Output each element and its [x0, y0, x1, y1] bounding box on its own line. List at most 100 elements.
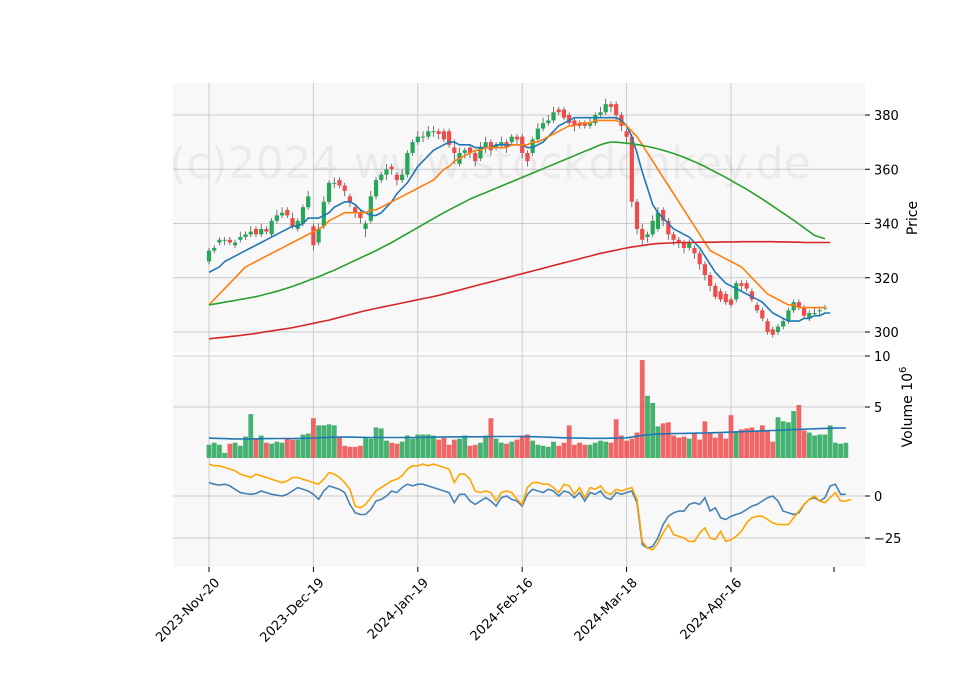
volume-bar — [754, 431, 760, 458]
volume-bar — [639, 360, 645, 458]
candle-body — [222, 239, 227, 241]
candle-body — [478, 147, 483, 159]
candle-body — [697, 253, 702, 265]
volume-bar — [786, 422, 791, 458]
candle-body — [420, 136, 426, 138]
volume-axis-title: Volume 106 — [898, 367, 916, 448]
volume-bar — [331, 425, 337, 458]
volume-bar — [822, 434, 828, 458]
volume-bar — [530, 440, 536, 458]
volume-bar — [504, 443, 509, 458]
volume-bar — [514, 439, 520, 458]
candle-body — [394, 174, 400, 181]
indicator-lines — [208, 463, 852, 551]
volume-bar — [739, 429, 744, 458]
volume-bar — [363, 437, 368, 458]
candle-body — [509, 136, 514, 143]
candle-body — [781, 321, 786, 327]
candle-body — [708, 275, 713, 286]
candle-body — [384, 169, 389, 175]
volume-bar — [676, 437, 682, 458]
candle-body — [347, 196, 353, 202]
candle-body — [243, 234, 248, 238]
volume-bar — [660, 423, 666, 458]
candle-body — [410, 142, 415, 153]
volume-bar — [290, 439, 295, 458]
volume-bar — [264, 442, 269, 458]
candle-body — [316, 228, 321, 243]
candle-body — [572, 120, 577, 126]
volume-bar — [525, 434, 530, 458]
volume-bar — [373, 427, 379, 458]
candle-body — [692, 247, 697, 254]
volume-bar — [352, 446, 358, 458]
candle-body — [332, 182, 337, 184]
candle-body — [749, 291, 754, 300]
candle-body — [400, 174, 405, 181]
volume-bar — [817, 434, 823, 458]
price-tick-label: 320 — [874, 272, 899, 287]
volume-bars — [206, 360, 849, 458]
volume-average-line — [208, 427, 846, 440]
volume-bar — [718, 433, 723, 458]
indicator-line — [208, 463, 852, 551]
price-tick-label: 380 — [874, 109, 899, 124]
volume-bar — [248, 414, 254, 458]
volume-bar — [697, 439, 703, 458]
volume-bar — [253, 438, 259, 458]
volume-axis-exponent: 6 — [898, 367, 909, 373]
volume-bar — [843, 442, 849, 458]
volume-bar — [457, 438, 462, 458]
candle-body — [718, 291, 723, 300]
volume-bar — [316, 425, 322, 458]
candle-body — [499, 142, 504, 145]
volume-bar — [488, 418, 494, 458]
candle-body — [687, 242, 692, 248]
volume-bar — [598, 440, 603, 458]
candle-body — [206, 250, 212, 262]
volume-bar — [577, 442, 583, 458]
candle-body — [812, 313, 817, 315]
volume-bar — [556, 445, 562, 458]
candle-body — [212, 247, 217, 251]
candle-body — [535, 128, 540, 140]
candle-body — [561, 109, 567, 118]
candle-body — [540, 123, 546, 129]
price-tick-label: 340 — [874, 218, 899, 233]
candle-body — [238, 237, 243, 240]
volume-bar — [765, 430, 770, 458]
candle-body — [431, 131, 436, 133]
candle-body — [671, 234, 676, 240]
volume-bar — [300, 434, 306, 458]
volume-bar — [671, 435, 676, 458]
volume-axis-title-text: Volume 10 — [900, 373, 916, 447]
volume-bar — [608, 442, 614, 458]
candle-body — [363, 223, 368, 229]
volume-bar — [384, 440, 389, 458]
candle-body — [817, 310, 822, 312]
candle-body — [713, 285, 718, 297]
volume-bar — [566, 425, 572, 458]
volume-bar — [655, 426, 661, 458]
volume-bar — [305, 433, 311, 458]
volume-bar — [838, 443, 844, 458]
volume-bar — [624, 440, 629, 458]
candle-body — [279, 212, 285, 216]
volume-bar — [284, 438, 290, 458]
candle-body — [775, 326, 781, 332]
candle-body — [405, 152, 410, 175]
volume-bar — [827, 425, 833, 458]
volume-bar — [436, 439, 442, 458]
volume-bar — [337, 437, 342, 458]
volume-bar — [618, 435, 624, 458]
candle-body — [306, 196, 311, 208]
candle-body — [452, 147, 457, 153]
volume-bar — [232, 442, 238, 458]
volume-bar — [462, 435, 468, 458]
volume-bar — [723, 438, 729, 458]
volume-tick-label: 5 — [874, 401, 882, 416]
x-tick-label: 2024-Apr-16 — [678, 576, 745, 643]
candle-body — [274, 215, 279, 221]
